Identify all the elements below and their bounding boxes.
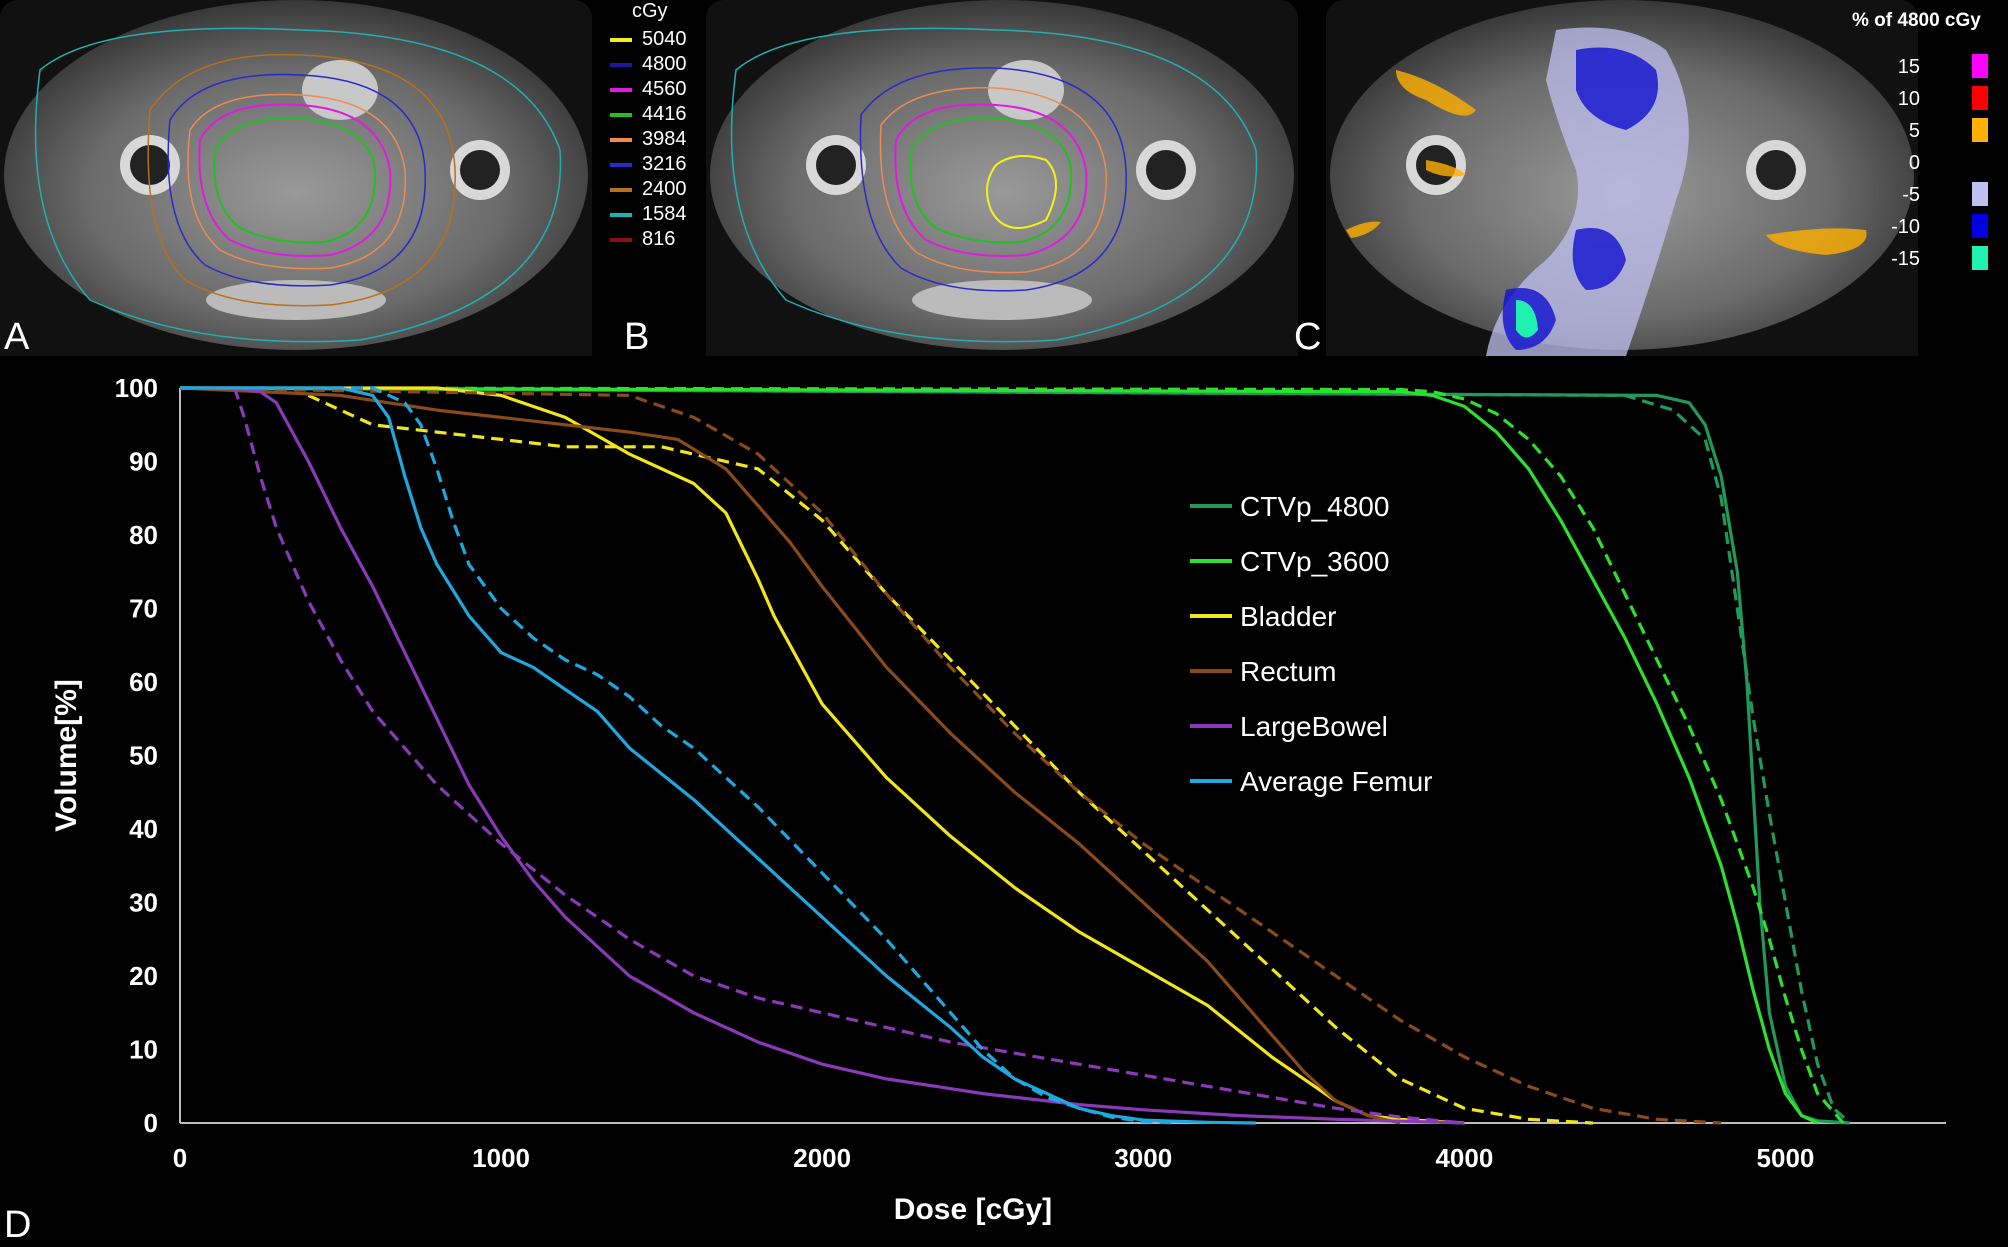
panel-label-a: A xyxy=(4,316,30,358)
dose-legend-label: 4416 xyxy=(642,103,687,125)
series-line-average-femur-dashed xyxy=(180,386,1176,1125)
diff-scale-label: -5 xyxy=(1902,184,1920,206)
dose-legend-swatch xyxy=(610,187,632,192)
legend-label: Bladder xyxy=(1240,601,1337,632)
y-tick-label: 90 xyxy=(129,447,158,477)
dose-legend-item: 3216 xyxy=(610,153,687,176)
x-tick-label: 5000 xyxy=(1757,1143,1815,1173)
dose-legend-swatch xyxy=(610,162,632,167)
dose-legend-swatch xyxy=(610,212,632,217)
diff-scale-label: 15 xyxy=(1897,56,1920,78)
x-tick-label: 0 xyxy=(173,1143,187,1173)
mri-panel-a xyxy=(0,0,592,356)
diff-scale-title: % of 4800 cGy xyxy=(1852,10,1981,31)
x-tick-label: 3000 xyxy=(1114,1143,1172,1173)
diff-scale-swatch xyxy=(1972,214,1988,238)
dose-legend-item: 4800 xyxy=(610,53,687,76)
diff-scale-label: 5 xyxy=(1908,120,1920,142)
y-tick-label: 60 xyxy=(129,667,158,697)
dose-legend-label: 1584 xyxy=(642,203,687,225)
series-line-average-femur-solid xyxy=(180,386,1256,1125)
y-tick-label: 30 xyxy=(129,888,158,918)
x-tick-label: 4000 xyxy=(1435,1143,1493,1173)
diff-scale-swatch xyxy=(1972,86,1988,110)
dose-legend-item: 4560 xyxy=(610,78,687,101)
panel-label-d: D xyxy=(4,1204,32,1246)
dose-legend-swatch xyxy=(610,237,632,242)
y-tick-label: 70 xyxy=(129,594,158,624)
panel-label-c: C xyxy=(1294,316,1322,358)
y-tick-label: 10 xyxy=(129,1035,158,1065)
legend-label: Rectum xyxy=(1240,656,1336,687)
diff-scale-swatch xyxy=(1972,118,1988,142)
dose-legend-item: 2400 xyxy=(610,178,687,201)
y-axis-label: Volume[%] xyxy=(50,679,83,832)
series-line-ctvp-3600-solid xyxy=(179,386,1819,1125)
mri-panel-c xyxy=(1326,0,1918,356)
legend-label: CTVp_4800 xyxy=(1240,491,1389,522)
diff-scale-swatch xyxy=(1972,54,1988,78)
dose-legend-item: 3984 xyxy=(610,128,687,151)
panel-label-b: B xyxy=(624,316,650,358)
x-axis-label: Dose [cGy] xyxy=(894,1193,1052,1226)
legend-label: CTVp_3600 xyxy=(1240,546,1389,577)
dose-legend-item: 4416 xyxy=(610,103,687,126)
series-line-ctvp-3600-dashed xyxy=(179,386,1845,1125)
dose-legend-swatch xyxy=(610,137,632,142)
dose-legend-item: 1584 xyxy=(610,203,687,226)
series-line-bladder-dashed xyxy=(307,393,1593,1125)
diff-scale-swatch xyxy=(1972,246,1988,270)
legend-label: Average Femur xyxy=(1240,766,1432,797)
y-tick-label: 50 xyxy=(129,741,158,771)
mri-panel-b xyxy=(706,0,1298,356)
y-tick-label: 20 xyxy=(129,961,158,991)
diff-scale-label: -10 xyxy=(1891,216,1920,238)
diff-scale-label: 10 xyxy=(1897,88,1920,110)
dose-legend-swatch xyxy=(610,37,632,42)
dose-legend-label: 816 xyxy=(642,228,676,250)
dose-legend-label: 5040 xyxy=(642,28,687,50)
dose-legend-swatch xyxy=(610,87,632,92)
y-tick-label: 80 xyxy=(129,520,158,550)
dose-legend-label: 3216 xyxy=(642,153,687,175)
series-line-ctvp-4800-dashed xyxy=(179,386,1851,1125)
dose-legend-unit: cGy xyxy=(632,0,668,22)
y-tick-label: 0 xyxy=(144,1108,158,1138)
series-line-bladder-solid xyxy=(180,386,1465,1125)
x-tick-label: 1000 xyxy=(472,1143,530,1173)
x-tick-label: 2000 xyxy=(793,1143,851,1173)
dose-legend-swatch xyxy=(610,112,632,117)
series-line-largebowel-solid xyxy=(180,386,1465,1125)
series-line-largebowel-dashed xyxy=(233,387,1465,1125)
series-line-rectum-dashed xyxy=(179,386,1722,1125)
series-line-ctvp-4800-solid xyxy=(179,386,1850,1125)
series-line-rectum-solid xyxy=(179,386,1401,1125)
dose-legend-item: 816 xyxy=(610,228,675,251)
dose-legend-label: 3984 xyxy=(642,128,687,150)
y-tick-label: 40 xyxy=(129,814,158,844)
dose-legend-item: 5040 xyxy=(610,28,687,51)
dose-legend-label: 2400 xyxy=(642,178,687,200)
diff-scale-label: -15 xyxy=(1891,248,1920,270)
dose-legend-label: 4560 xyxy=(642,78,687,100)
dose-legend-swatch xyxy=(610,62,632,67)
diff-scale-label: 0 xyxy=(1908,152,1920,174)
diff-scale-swatch xyxy=(1972,182,1988,206)
legend-label: LargeBowel xyxy=(1240,711,1388,742)
y-tick-label: 100 xyxy=(115,373,158,403)
dose-legend-label: 4800 xyxy=(642,53,687,75)
